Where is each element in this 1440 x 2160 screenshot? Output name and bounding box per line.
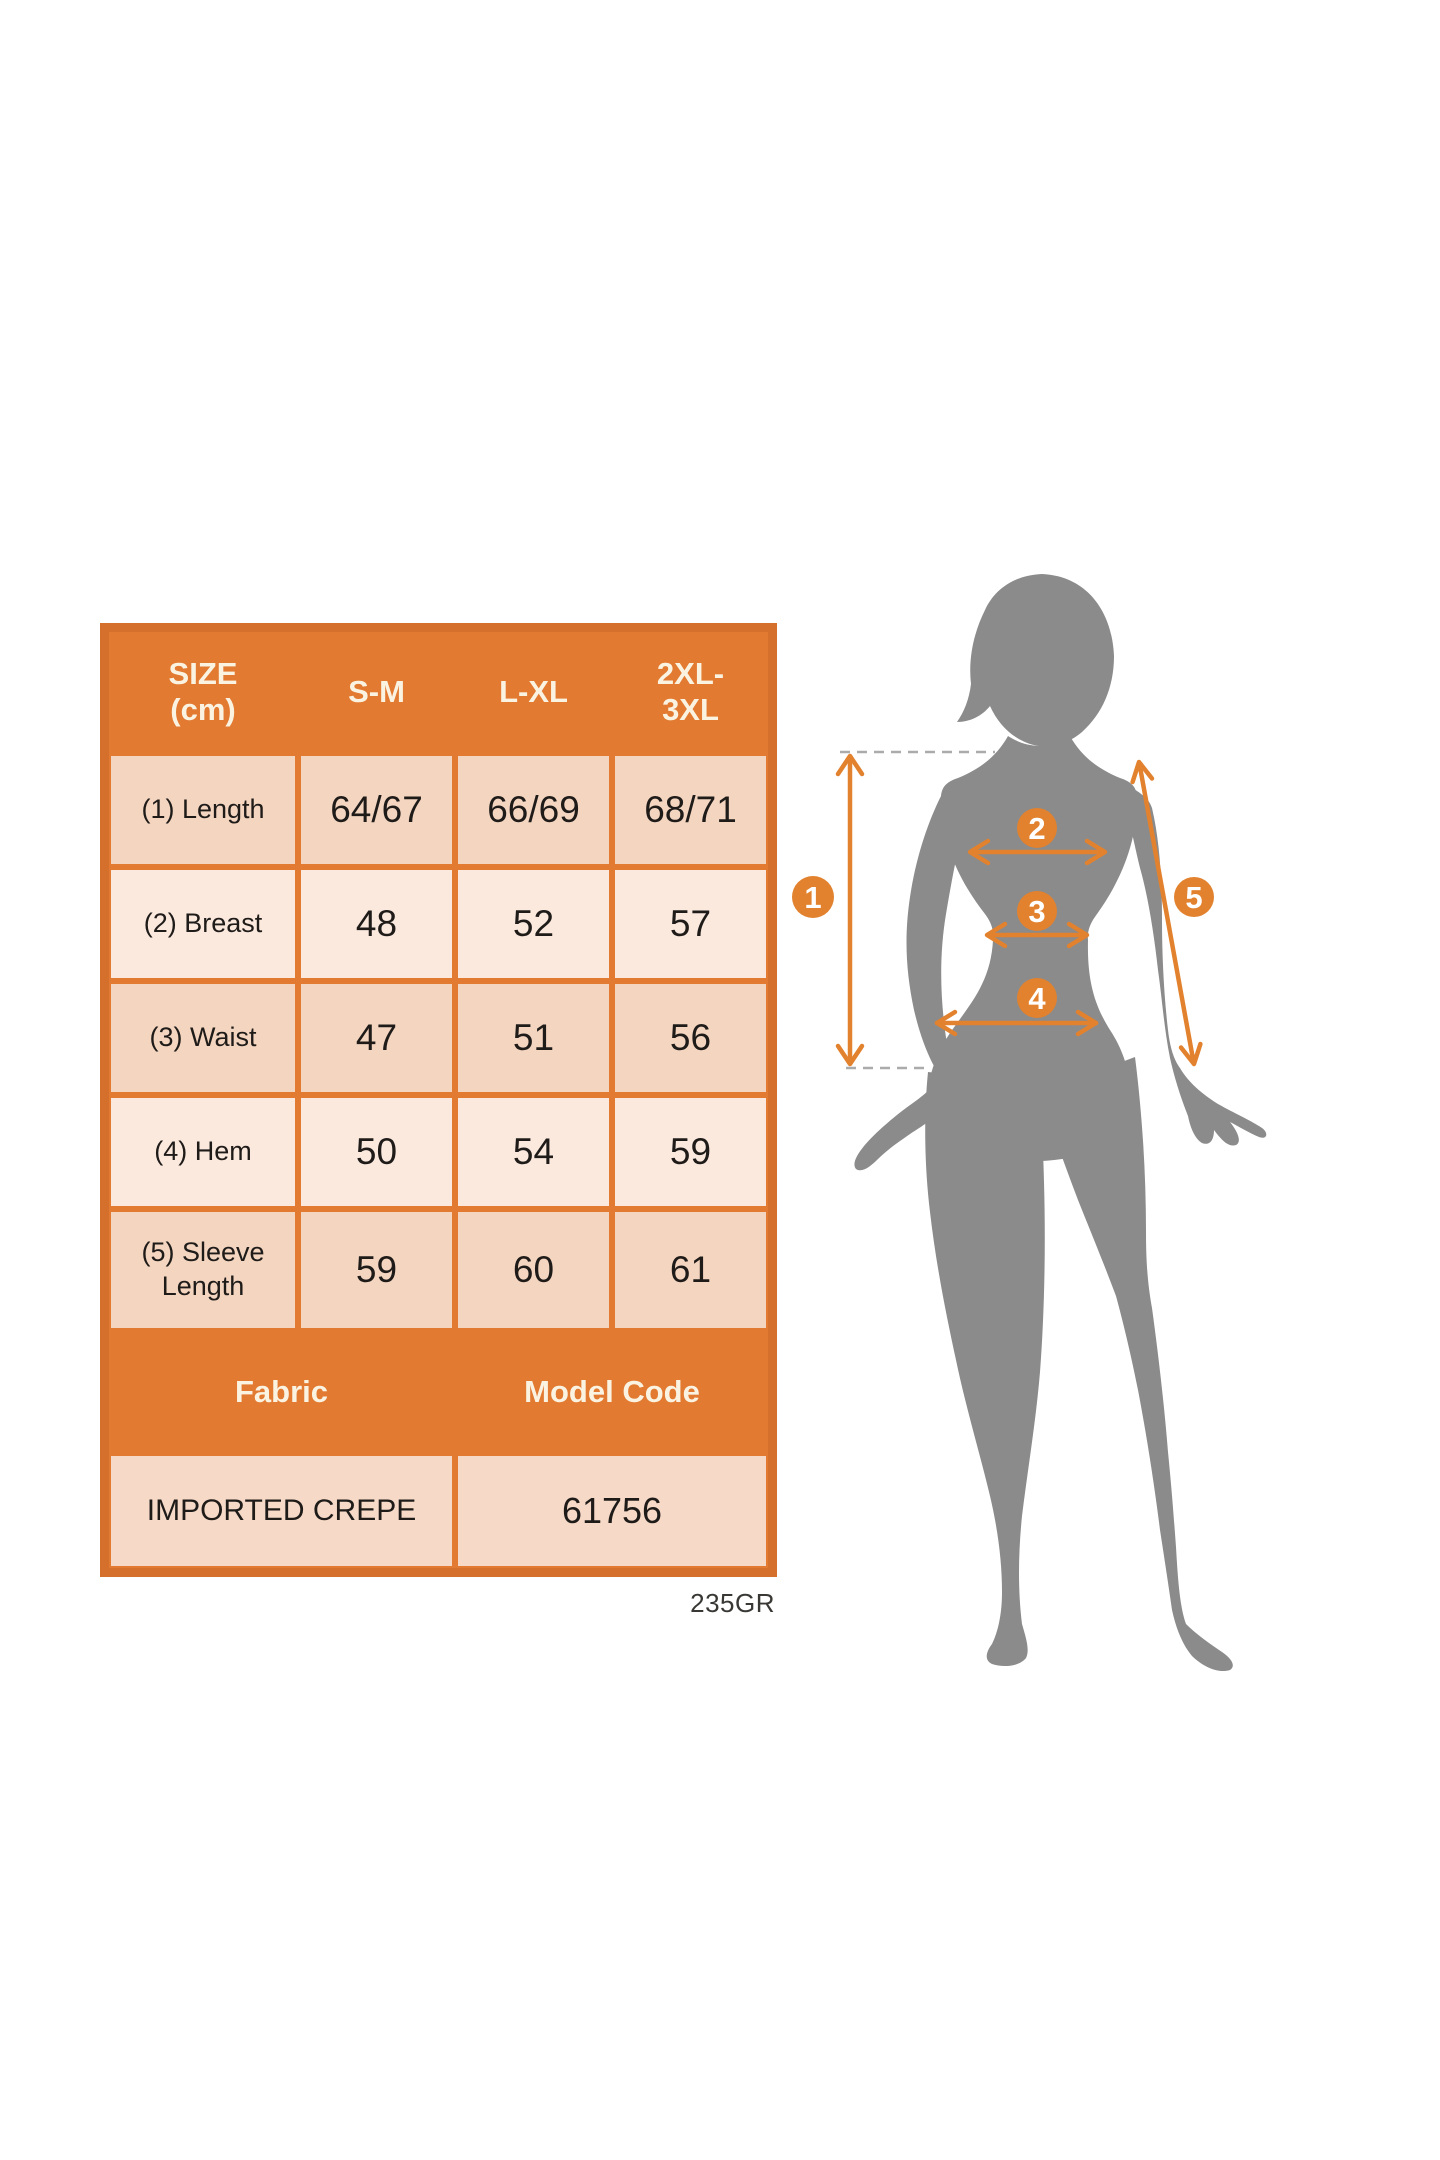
measure-point-3: 3 — [1017, 891, 1057, 931]
measure-point-1: 1 — [792, 876, 834, 918]
value-sleeve-2xl: 61 — [615, 1212, 766, 1328]
measure-point-5-label: 5 — [1185, 880, 1202, 915]
model-code-value: 61756 — [458, 1456, 766, 1566]
value-length-2xl: 68/71 — [615, 756, 766, 864]
row-label-hem: (4) Hem — [111, 1098, 295, 1206]
value-breast-lxl: 52 — [458, 870, 609, 978]
value-waist-lxl: 51 — [458, 984, 609, 1092]
value-hem-lxl: 54 — [458, 1098, 609, 1206]
length-arrow — [835, 753, 865, 1067]
value-sleeve-lxl: 60 — [458, 1212, 609, 1328]
measurement-arrows — [835, 753, 1203, 1067]
silhouette-left-arm — [854, 796, 965, 1171]
measure-point-4-label: 4 — [1028, 981, 1046, 1016]
row-label-length: (1) Length — [111, 756, 295, 864]
measure-point-3-label: 3 — [1028, 894, 1045, 929]
value-waist-sm: 47 — [301, 984, 452, 1092]
measure-point-4: 4 — [1017, 978, 1057, 1018]
measure-point-1-label: 1 — [804, 880, 821, 915]
waist-arrow — [984, 921, 1090, 949]
measurement-figure: 1 2 3 4 5 — [792, 574, 1267, 1672]
row-label-breast: (2) Breast — [111, 870, 295, 978]
guide-lines — [840, 750, 995, 1070]
measure-points: 1 2 3 4 5 — [792, 808, 1214, 1018]
hem-arrow — [934, 1009, 1099, 1037]
breast-arrow — [967, 838, 1108, 866]
value-hem-2xl: 59 — [615, 1098, 766, 1206]
fabric-value: IMPORTED CREPE — [111, 1456, 452, 1566]
female-silhouette — [854, 574, 1267, 1672]
header-col-l-xl: L-XL — [499, 674, 568, 710]
row-label-sleeve: (5) Sleeve Length — [111, 1212, 295, 1328]
row-label-waist: (3) Waist — [111, 984, 295, 1092]
measure-point-5: 5 — [1174, 877, 1214, 917]
silhouette-left-leg — [925, 1072, 1045, 1666]
silhouette-right-arm — [1116, 780, 1267, 1146]
measure-point-2: 2 — [1017, 808, 1057, 848]
fabric-header: Fabric — [234, 1374, 329, 1410]
silhouette-head — [957, 574, 1114, 747]
value-waist-2xl: 56 — [615, 984, 766, 1092]
value-breast-2xl: 57 — [615, 870, 766, 978]
value-sleeve-sm: 59 — [301, 1212, 452, 1328]
model-code-header: Model Code — [524, 1374, 700, 1410]
value-hem-sm: 50 — [301, 1098, 452, 1206]
silhouette-right-leg — [1042, 1057, 1233, 1672]
weight-note: 235GR — [690, 1588, 775, 1618]
value-breast-sm: 48 — [301, 870, 452, 978]
header-col-2xl-3xl: 2XL- 3XL — [656, 656, 725, 727]
header-col-s-m: S-M — [348, 674, 405, 710]
value-length-lxl: 66/69 — [458, 756, 609, 864]
size-chart-table: SIZE (cm) S-M L-XL 2XL- 3XL (1) Length 6… — [100, 623, 777, 1577]
value-length-sm: 64/67 — [301, 756, 452, 864]
sleeve-arrow — [1130, 759, 1203, 1067]
header-size-cm: SIZE (cm) — [168, 656, 238, 727]
measure-point-2-label: 2 — [1028, 811, 1045, 846]
